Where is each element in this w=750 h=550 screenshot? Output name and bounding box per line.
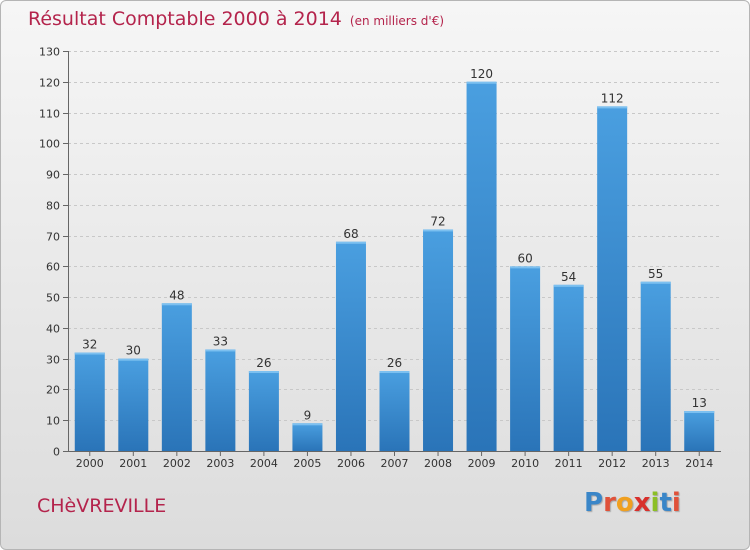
chart-title-text: Résultat Comptable 2000 à 2014 — [28, 8, 342, 30]
bars — [74, 81, 715, 452]
y-tick-label: 130 — [39, 46, 60, 59]
y-tick-label: 90 — [46, 169, 60, 182]
value-label: 120 — [470, 67, 493, 81]
logo-letter: i — [650, 488, 660, 518]
proxiti-logo: Proxiti — [584, 488, 681, 518]
bar — [335, 241, 366, 451]
bar-highlight — [640, 281, 671, 284]
x-tick-label: 2009 — [468, 457, 496, 470]
value-label: 33 — [213, 334, 228, 348]
x-tick-label: 2007 — [381, 457, 409, 470]
value-label: 72 — [430, 214, 445, 228]
value-label: 55 — [648, 267, 663, 281]
x-tick-label: 2014 — [685, 457, 713, 470]
bar-highlight — [335, 241, 366, 244]
x-tick-label: 2013 — [642, 457, 670, 470]
x-tick-label: 2000 — [76, 457, 104, 470]
y-tick-label: 30 — [46, 354, 60, 367]
y-tick-label: 80 — [46, 200, 60, 213]
bar-highlight — [74, 352, 105, 355]
value-label: 30 — [126, 344, 141, 358]
value-label: 13 — [692, 396, 707, 410]
x-tick-label: 2004 — [250, 457, 278, 470]
value-label: 26 — [256, 356, 271, 370]
bar — [466, 81, 497, 452]
tick-labels: 0 10 20 30 40 50 60 70 80 90 100 110 120 130 2000 2001 2… — [39, 46, 713, 471]
bar-highlight — [205, 349, 236, 352]
logo-letter: t — [659, 488, 672, 518]
bar-highlight — [466, 81, 497, 84]
x-tick-label: 2010 — [511, 457, 539, 470]
value-label: 32 — [82, 338, 97, 352]
y-tick-label: 40 — [46, 323, 60, 336]
value-label: 26 — [387, 356, 402, 370]
bar — [684, 411, 715, 451]
value-label: 9 — [304, 408, 312, 422]
chart-subtitle: (en milliers d'€) — [349, 14, 445, 28]
x-tick-label: 2008 — [424, 457, 452, 470]
bar-highlight — [597, 106, 628, 109]
x-tick-label: 2001 — [119, 457, 147, 470]
y-tick-label: 110 — [39, 108, 60, 121]
bar — [248, 371, 279, 451]
y-tick-label: 100 — [39, 138, 60, 151]
bar-highlight — [161, 303, 192, 306]
bar — [423, 229, 454, 451]
bar — [74, 352, 105, 451]
value-label: 112 — [601, 91, 624, 105]
value-label: 60 — [517, 251, 532, 265]
bar — [379, 371, 410, 451]
bar — [597, 106, 628, 451]
logo-letter: P — [584, 488, 604, 518]
value-labels: 32 30 48 33 26 9 68 26 72 120 60 54 112 55 13 — [82, 67, 707, 423]
y-tick-label: 120 — [39, 77, 60, 90]
y-tick-label: 70 — [46, 231, 60, 244]
bar-highlight — [510, 266, 541, 269]
x-tick-label: 2011 — [555, 457, 583, 470]
value-label: 48 — [169, 288, 184, 302]
bar — [205, 349, 236, 451]
bar — [292, 423, 323, 451]
value-label: 54 — [561, 270, 576, 284]
logo-letter: r — [603, 488, 616, 518]
logo-letter: x — [633, 488, 651, 518]
bar-highlight — [379, 371, 410, 373]
bar — [161, 303, 192, 451]
bar-highlight — [292, 423, 323, 426]
bar — [510, 266, 541, 451]
bar-highlight — [118, 358, 149, 361]
value-label: 68 — [343, 227, 358, 241]
bar-highlight — [684, 411, 715, 413]
chart-title: Résultat Comptable 2000 à 2014 (en millie… — [28, 8, 444, 30]
y-tick-label: 0 — [53, 446, 60, 459]
logo-letter: i — [671, 488, 681, 518]
bar — [553, 284, 584, 451]
axes — [63, 51, 721, 456]
y-tick-label: 60 — [46, 261, 60, 274]
y-tick-label: 50 — [46, 292, 60, 305]
x-tick-label: 2006 — [337, 457, 365, 470]
bar — [118, 358, 149, 451]
x-tick-label: 2003 — [206, 457, 234, 470]
x-tick-label: 2012 — [598, 457, 626, 470]
bar-highlight — [423, 229, 454, 232]
bar — [640, 281, 671, 451]
bar-highlight — [553, 284, 584, 287]
y-tick-label: 10 — [46, 415, 60, 428]
logo-letter: o — [615, 488, 634, 518]
y-tick-label: 20 — [46, 384, 60, 397]
x-tick-label: 2002 — [163, 457, 191, 470]
commune-name: CHèVREVILLE — [37, 495, 167, 517]
bar-highlight — [248, 371, 279, 373]
x-tick-label: 2005 — [293, 457, 321, 470]
